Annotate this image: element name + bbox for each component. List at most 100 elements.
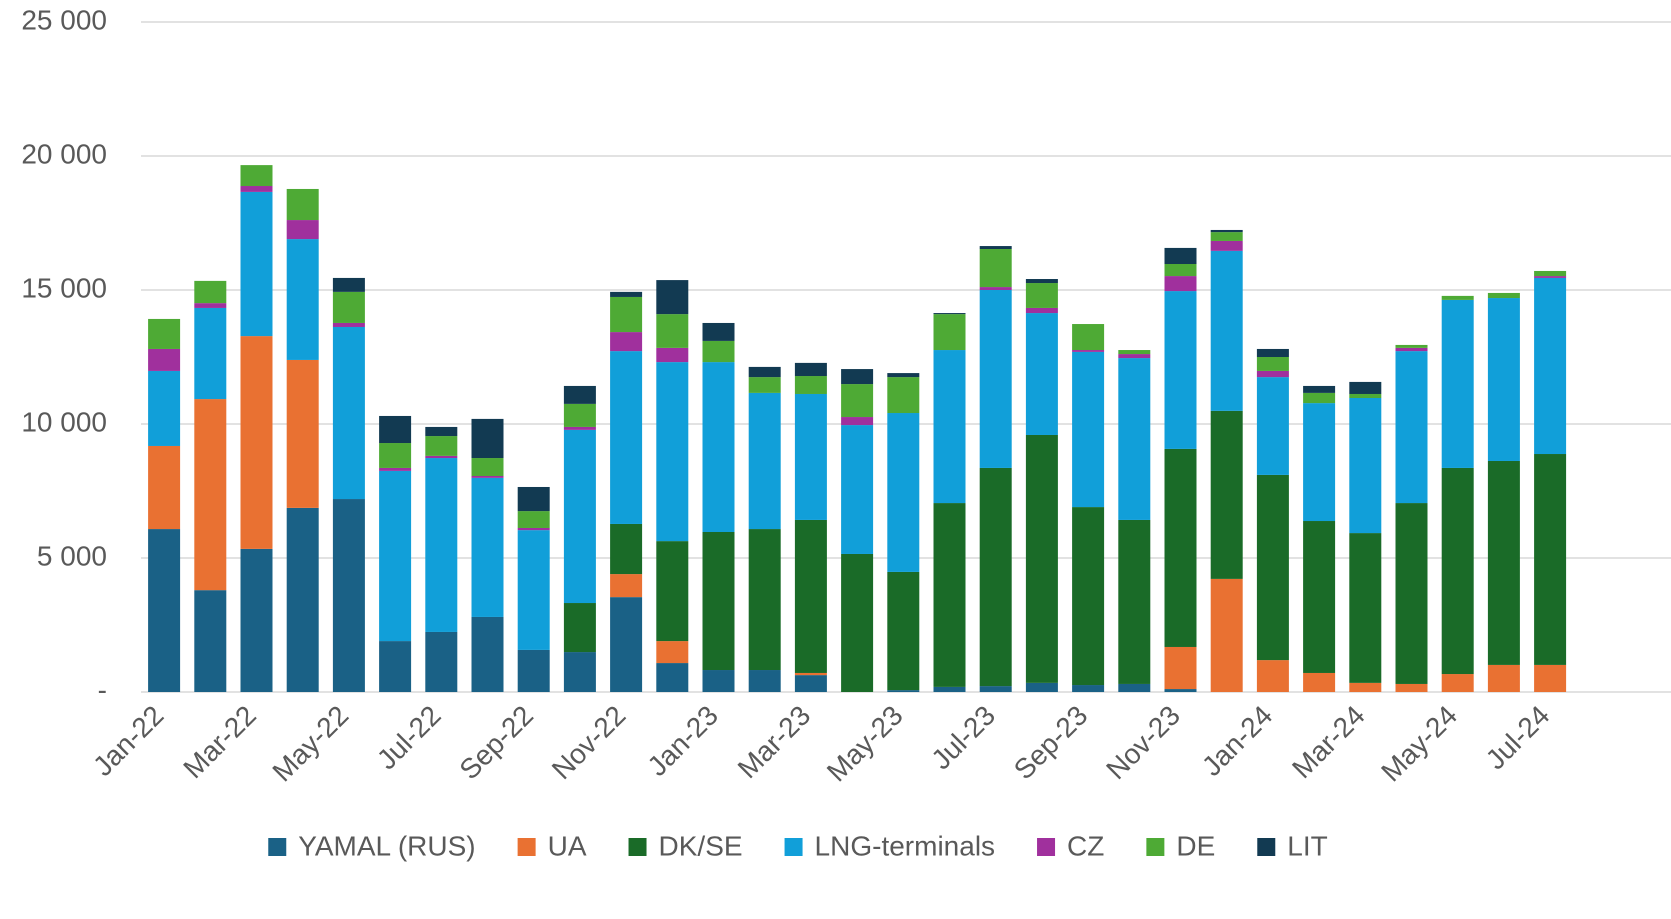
- bar-segment: [1118, 358, 1151, 520]
- bar-segment: [1118, 683, 1151, 692]
- bar-segment: [794, 672, 827, 676]
- bar-segment: [1441, 295, 1474, 300]
- bar-segment: [794, 362, 827, 377]
- bar-segment: [1210, 578, 1243, 692]
- bar-segment: [1441, 674, 1474, 692]
- bar-segment: [1256, 357, 1289, 371]
- bar-segment: [1487, 664, 1520, 692]
- legend-label: DK/SE: [659, 830, 743, 861]
- x-tick-label: Jan-23: [642, 700, 724, 782]
- bar-segment: [1210, 232, 1243, 241]
- bar-segment: [1025, 682, 1058, 692]
- bar-segment: [1441, 467, 1474, 675]
- legend-swatch: [1037, 838, 1056, 856]
- bar-segment: [425, 436, 458, 456]
- bar-segment: [1025, 313, 1058, 435]
- bar-segment: [1534, 276, 1567, 278]
- bar-segment: [563, 403, 596, 427]
- y-tick-label: 15 000: [21, 272, 107, 303]
- x-tick-label: Mar-22: [177, 700, 262, 785]
- bar-segment: [1164, 646, 1197, 690]
- bar-segment: [240, 186, 273, 192]
- bar-segment: [332, 326, 365, 500]
- bar-segment: [517, 527, 550, 531]
- bar-segment: [887, 413, 920, 572]
- bar-segment: [148, 445, 181, 530]
- bar-segment: [1441, 299, 1474, 468]
- bar-segment: [1395, 347, 1428, 352]
- bar-segment: [471, 418, 504, 459]
- bar-segment: [1025, 307, 1058, 314]
- bar-segment: [194, 399, 227, 591]
- bar-segment: [425, 455, 458, 459]
- bar-segment: [887, 377, 920, 414]
- bar-segment: [748, 366, 781, 378]
- legend-swatch: [784, 838, 803, 856]
- bar-segment: [1025, 283, 1058, 308]
- bar-segment: [979, 290, 1012, 468]
- legend-label: DE: [1176, 830, 1215, 861]
- bar-segment: [979, 287, 1012, 290]
- bar-segment: [563, 426, 596, 430]
- bar-segment: [610, 574, 643, 598]
- legend-label: CZ: [1067, 830, 1104, 861]
- legend-swatch: [1146, 838, 1165, 856]
- bar-segment: [702, 670, 735, 692]
- legend-swatch: [268, 838, 287, 856]
- y-tick-label: -: [98, 674, 107, 705]
- y-tick-label: 20 000: [21, 138, 107, 169]
- bar-segment: [148, 529, 181, 692]
- bar-segment: [1349, 682, 1382, 692]
- bar-segment: [748, 377, 781, 393]
- bar-segment: [1118, 354, 1151, 359]
- bar-segment: [933, 350, 966, 504]
- bar-segment: [702, 532, 735, 671]
- bar-segment: [1395, 503, 1428, 684]
- bar-segment: [1210, 410, 1243, 579]
- bar-segment: [286, 220, 319, 240]
- bar-segment: [610, 296, 643, 333]
- bar-segment: [610, 523, 643, 575]
- bar-segment: [794, 519, 827, 673]
- bar-segment: [702, 322, 735, 341]
- x-tick-label: Mar-24: [1286, 700, 1371, 785]
- bar-segment: [1025, 279, 1058, 284]
- bar-segment: [1164, 247, 1197, 265]
- bar-segment: [794, 393, 827, 520]
- bar-segment: [286, 507, 319, 692]
- x-tick-label: Jul-24: [1480, 700, 1556, 776]
- bar-segment: [1534, 277, 1567, 455]
- bar-segment: [148, 370, 181, 446]
- bar-segment: [610, 597, 643, 692]
- bar-segment: [656, 314, 689, 348]
- bar-segment: [1395, 344, 1428, 348]
- bar-segment: [1349, 398, 1382, 534]
- bar-segment: [979, 686, 1012, 692]
- bar-segment: [1210, 250, 1243, 411]
- bar-segment: [933, 313, 966, 315]
- bar-segment: [563, 603, 596, 653]
- x-tick-label: Nov-22: [546, 700, 632, 786]
- bar-segment: [841, 425, 874, 554]
- x-tick-label: Jul-22: [371, 700, 447, 776]
- bar-segment: [563, 429, 596, 604]
- x-tick-label: May-24: [1375, 700, 1463, 788]
- bar-segment: [656, 663, 689, 692]
- bar-segment: [286, 359, 319, 508]
- bar-segment: [1395, 683, 1428, 692]
- bar-segment: [1164, 448, 1197, 647]
- bar-segment: [1303, 521, 1336, 673]
- bar-segment: [1072, 507, 1105, 686]
- bar-segment: [1487, 298, 1520, 461]
- bar-segment: [610, 332, 643, 352]
- bar-segment: [1072, 685, 1105, 692]
- bar-segment: [1303, 403, 1336, 522]
- x-tick-label: Jan-22: [87, 700, 169, 782]
- bar-segment: [471, 475, 504, 478]
- bar-segment: [979, 246, 1012, 249]
- bar-segment: [425, 631, 458, 692]
- bar-segment: [332, 277, 365, 292]
- bar-segment: [887, 690, 920, 692]
- bar-segment: [471, 477, 504, 617]
- bar-segment: [379, 443, 412, 468]
